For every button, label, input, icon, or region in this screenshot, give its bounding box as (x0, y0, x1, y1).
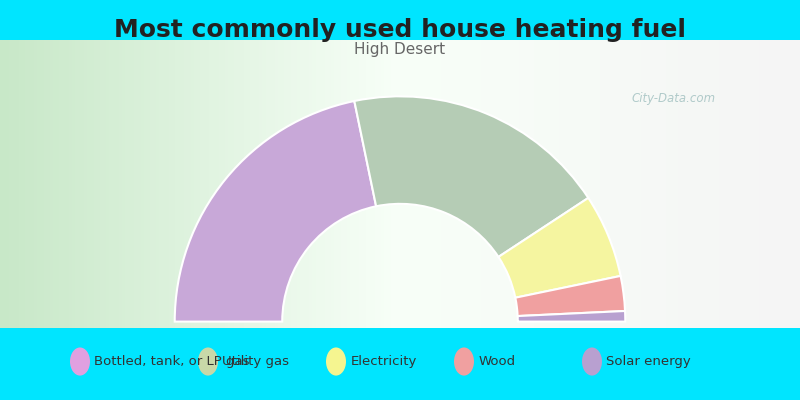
Wedge shape (498, 198, 621, 298)
Ellipse shape (326, 348, 346, 376)
Wedge shape (515, 276, 625, 316)
Ellipse shape (198, 348, 218, 376)
Ellipse shape (454, 348, 474, 376)
Ellipse shape (70, 348, 90, 376)
Text: Bottled, tank, or LP gas: Bottled, tank, or LP gas (94, 355, 250, 368)
Ellipse shape (582, 348, 602, 376)
Text: Utility gas: Utility gas (222, 355, 290, 368)
Text: Solar energy: Solar energy (606, 355, 691, 368)
Text: City-Data.com: City-Data.com (632, 92, 716, 105)
Text: Electricity: Electricity (350, 355, 417, 368)
Wedge shape (518, 311, 626, 322)
Text: High Desert: High Desert (354, 42, 446, 57)
Text: Wood: Wood (478, 355, 515, 368)
Wedge shape (354, 96, 588, 257)
Wedge shape (174, 101, 376, 322)
Text: Most commonly used house heating fuel: Most commonly used house heating fuel (114, 18, 686, 42)
